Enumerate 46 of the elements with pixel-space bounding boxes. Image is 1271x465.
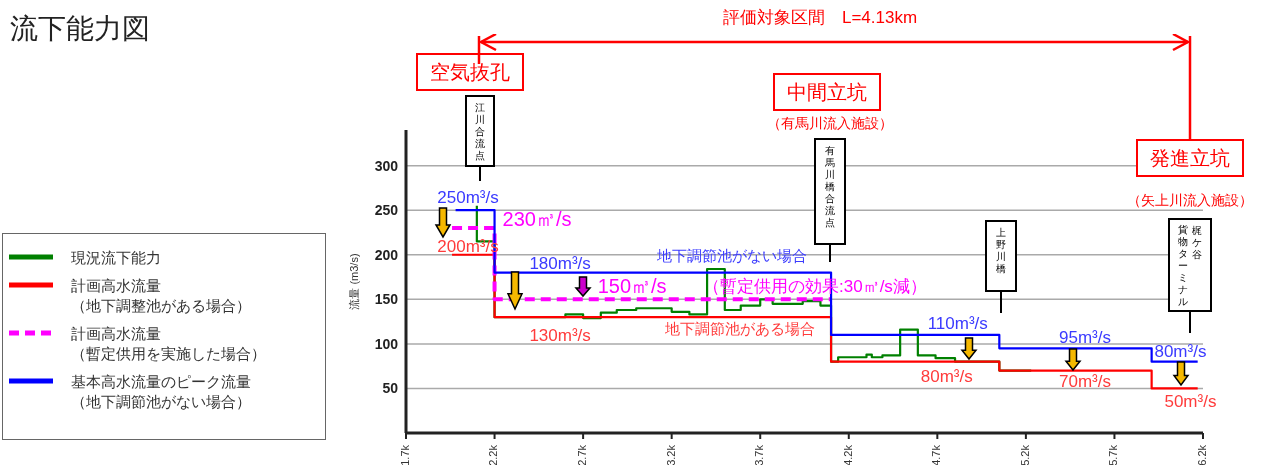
annotation: 230㎥/s xyxy=(502,208,572,231)
y-tick-label: 200 xyxy=(374,246,399,263)
annotation: 180m³/s xyxy=(529,253,591,273)
x-tick-label: 4.2k xyxy=(841,444,854,465)
annotation: 95m³/s xyxy=(1059,327,1111,347)
annotation: 80m³/s xyxy=(920,366,973,386)
annotation: 有馬川橋合流点 xyxy=(824,145,836,229)
y-tick-label: 300 xyxy=(374,157,399,174)
annotation: 150㎥/s xyxy=(597,275,667,298)
annotation: 50m³/s xyxy=(1164,391,1217,411)
legend-label: 計画高水流量（暫定供用を実施した場合） xyxy=(71,324,266,364)
legend-label: 現況流下能力 xyxy=(71,248,161,268)
annotation: 江川合流点 xyxy=(474,102,486,162)
annotation: （矢上川流入施設） xyxy=(1127,192,1253,208)
x-tick-label: 6.2k xyxy=(1195,444,1208,465)
x-tick-label: 4.7k xyxy=(930,444,943,465)
annotation: 貨物ターミナル xyxy=(1177,224,1189,308)
x-tick-label: 3.2k xyxy=(664,444,677,465)
annotation: 地下調節池がない場合 xyxy=(657,246,807,264)
annotation: 80m³/s xyxy=(1154,341,1207,361)
x-tick-label: 3.7k xyxy=(753,444,766,465)
annotation: 上野川橋 xyxy=(995,227,1007,275)
annotation: 250m³/s xyxy=(437,187,499,207)
text: 空気抜孔 xyxy=(430,61,510,83)
text: 評価対象区間 L=4.13km xyxy=(722,7,918,27)
legend-label: 計画高水流量（地下調整池がある場合） xyxy=(71,276,251,316)
annotation: 梶ケ谷 xyxy=(1191,225,1203,261)
y-tick-label: 100 xyxy=(374,335,399,352)
x-tick-label: 2.7k xyxy=(576,444,589,465)
annotation: 地下調節池がある場合 xyxy=(665,319,815,337)
annotation: 70m³/s xyxy=(1059,371,1111,391)
text: 流下能力図 xyxy=(10,12,150,46)
annotation: 130m³/s xyxy=(529,325,591,345)
x-tick-label: 5.7k xyxy=(1107,444,1120,465)
annotation: 発進立坑 xyxy=(1150,147,1230,169)
x-tick-label: 1.7k xyxy=(398,444,411,465)
y-axis-title: 流量 (m3/s) xyxy=(347,253,360,310)
y-tick-label: 250 xyxy=(374,202,399,219)
legend-label: 基本高水流量のピーク流量（地下調節池がない場合） xyxy=(71,372,251,412)
annotation: （有馬川流入施設） xyxy=(767,115,893,131)
x-tick-label: 5.2k xyxy=(1018,444,1031,465)
y-tick-label: 150 xyxy=(374,291,399,308)
x-tick-label: 2.2k xyxy=(487,444,500,465)
annotation: 110m³/s xyxy=(927,313,988,333)
text: 中間立坑 xyxy=(787,81,867,103)
y-tick-label: 50 xyxy=(382,380,399,397)
